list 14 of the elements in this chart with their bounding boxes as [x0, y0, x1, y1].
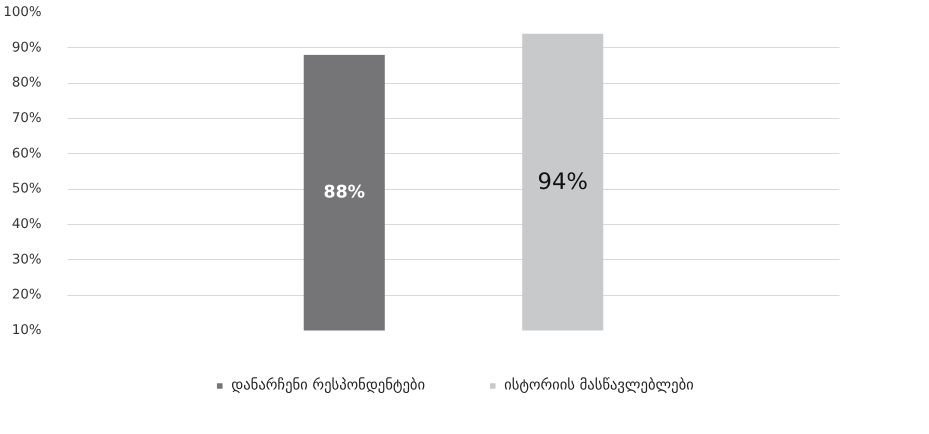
y-tick-label: 30% [12, 252, 42, 268]
data-label: 94% [538, 169, 588, 196]
data-label: 88% [324, 182, 366, 203]
y-tick-label: 80% [12, 76, 42, 91]
y-tick-label: 40% [12, 217, 42, 232]
legend-label: დანარჩენი რესპონდენტები [231, 376, 426, 394]
y-tick-label: 100% [3, 5, 42, 20]
legend-label: ისტორიის მასწავლებლები [504, 376, 694, 394]
y-tick-label: 10% [12, 323, 42, 338]
y-tick-label: 70% [12, 111, 42, 126]
y-tick-label: 60% [12, 146, 42, 162]
y-tick-label: 20% [12, 288, 42, 303]
y-tick-label: 50% [12, 182, 42, 197]
y-tick-label: 90% [12, 40, 42, 56]
